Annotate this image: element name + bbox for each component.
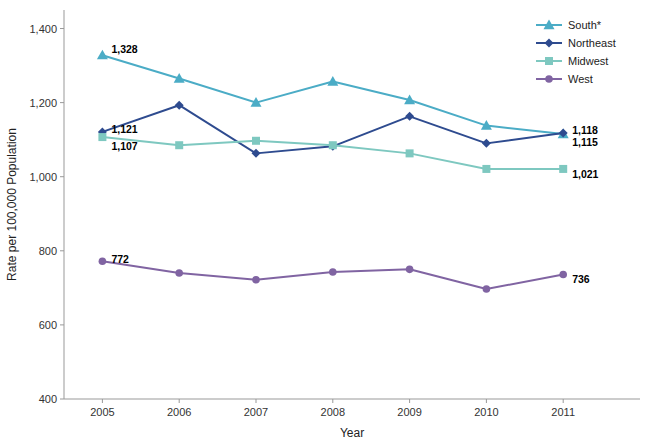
- legend-label: Northeast: [568, 37, 616, 49]
- x-tick-label: 2007: [244, 406, 268, 418]
- legend-swatch-marker: [545, 57, 553, 65]
- annotation: 1,328: [111, 43, 137, 55]
- legend-label: South*: [568, 19, 602, 31]
- y-tick: [60, 324, 64, 325]
- legend-swatch-marker: [545, 39, 554, 48]
- x-tick-label: 2009: [397, 406, 421, 418]
- series-marker: [175, 269, 183, 277]
- y-tick-label: 600: [39, 319, 57, 331]
- x-tick: [179, 399, 180, 403]
- series-marker: [559, 128, 568, 137]
- annotation: 772: [111, 253, 129, 265]
- annotation: 736: [572, 273, 590, 285]
- y-tick: [60, 176, 64, 177]
- series-marker: [175, 141, 183, 149]
- y-tick: [60, 28, 64, 29]
- series-marker: [558, 129, 569, 139]
- y-tick-label: 400: [39, 393, 57, 405]
- series-marker: [175, 101, 184, 110]
- legend-swatch-marker: [545, 75, 553, 83]
- y-tick-label: 1,000: [29, 171, 57, 183]
- annotation: 1,115: [572, 136, 598, 148]
- y-tick: [60, 250, 64, 251]
- series-marker: [406, 149, 414, 157]
- series-marker: [559, 165, 567, 173]
- legend-label: Midwest: [568, 55, 608, 67]
- series-line: [102, 105, 563, 153]
- chart-svg: 400 600 800 1,000 1,200 1,400 2005 2006 2007 2008…: [0, 0, 655, 447]
- annotations: 1,328 1,121 1,107 772 1,1181,115 1,021 736: [111, 43, 598, 285]
- annotation: 1,107: [111, 140, 137, 152]
- series-marker: [406, 266, 414, 274]
- series-group: [99, 257, 567, 292]
- x-tick-label: 2005: [90, 406, 114, 418]
- series-marker: [251, 97, 262, 107]
- series-marker: [329, 141, 337, 149]
- series-marker: [483, 285, 491, 293]
- series-group: [97, 50, 569, 139]
- y-tick-label: 800: [39, 245, 57, 257]
- series-marker: [328, 142, 337, 151]
- series-marker: [252, 137, 260, 145]
- x-tick: [332, 399, 333, 403]
- annotation: 1,121: [111, 123, 137, 135]
- series-marker: [97, 50, 108, 60]
- y-axis-title: Rate per 100,000 Population: [5, 128, 19, 281]
- y-tick-label: 1,200: [29, 97, 57, 109]
- y-axis: 400 600 800 1,000 1,200 1,400: [29, 23, 64, 405]
- series-marker: [482, 165, 490, 173]
- x-axis: 2005 2006 2007 2008 2009 2010 2011: [90, 399, 575, 418]
- y-tick-label: 1,400: [29, 23, 57, 35]
- series-marker: [99, 257, 107, 265]
- x-tick: [256, 399, 257, 403]
- legend: South* Northeast Midwest West: [536, 19, 616, 85]
- series-marker: [481, 120, 492, 130]
- series-marker: [329, 268, 337, 276]
- series-group: [98, 133, 567, 173]
- chart-container: 400 600 800 1,000 1,200 1,400 2005 2006 2007 2008…: [0, 0, 655, 447]
- series-marker: [252, 149, 261, 158]
- series-marker: [482, 139, 491, 148]
- series-marker: [252, 276, 260, 284]
- x-tick: [486, 399, 487, 403]
- series-marker: [559, 271, 567, 279]
- x-tick-label: 2011: [551, 406, 575, 418]
- series-line: [102, 261, 563, 289]
- legend-label: West: [568, 73, 593, 85]
- x-tick-label: 2010: [474, 406, 498, 418]
- x-tick-label: 2006: [167, 406, 191, 418]
- series-marker: [174, 73, 185, 83]
- plot-data: [97, 50, 569, 293]
- x-axis-line: [64, 399, 640, 400]
- y-axis-line: [64, 10, 65, 399]
- x-tick-label: 2008: [321, 406, 345, 418]
- legend-swatch-marker: [544, 20, 555, 30]
- x-tick: [563, 399, 564, 403]
- series-line: [102, 137, 563, 169]
- y-tick: [60, 399, 64, 400]
- series-marker: [327, 76, 338, 86]
- x-axis-title: Year: [340, 426, 364, 440]
- series-marker: [98, 133, 106, 141]
- annotation: 1,021: [572, 168, 598, 180]
- annotation: 1,118: [572, 124, 598, 136]
- series-group: [98, 101, 568, 158]
- x-tick: [409, 399, 410, 403]
- series-line: [102, 55, 563, 134]
- series-marker: [404, 95, 415, 105]
- series-marker: [405, 112, 414, 121]
- y-tick: [60, 102, 64, 103]
- x-tick: [102, 399, 103, 403]
